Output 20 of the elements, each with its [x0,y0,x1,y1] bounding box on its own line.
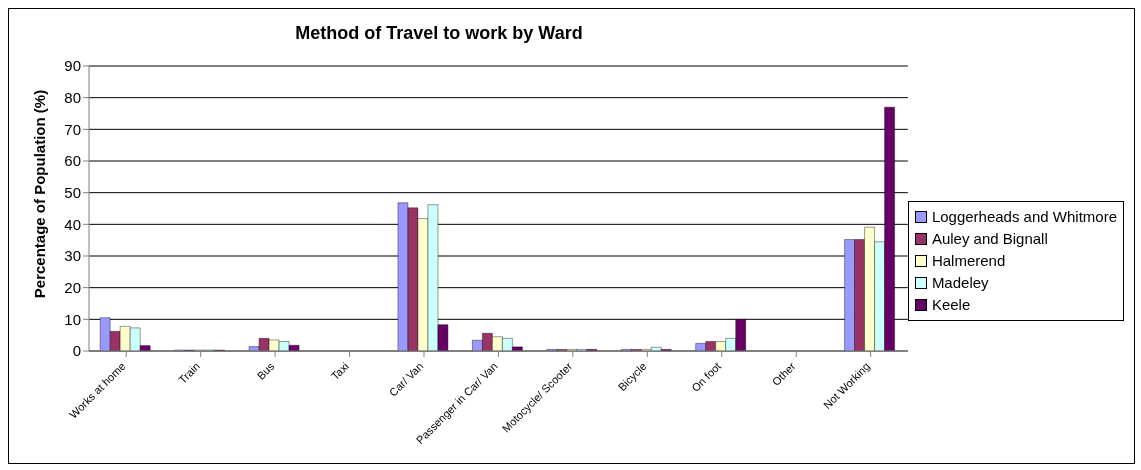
y-tick-label: 0 [72,342,81,360]
y-tick-label: 40 [64,215,81,233]
y-axis-title: Percentage of Population (%) [31,88,48,301]
legend-label: Keele [931,295,971,315]
y-tick-label: 60 [64,152,81,170]
y-tick-label: 80 [64,88,81,106]
legend-label: Auley and Bignall [931,229,1048,249]
legend-label: Madeley [931,273,989,293]
y-tick-label: 70 [64,120,81,138]
y-tick-label: 10 [64,310,81,328]
y-tick-label: 20 [64,278,81,296]
legend-label: Loggerheads and Whitmore [931,207,1117,227]
legend-label: Halmerend [931,251,1006,271]
x-tick-label: Taxi [328,359,351,383]
x-tick-label: Bus [254,359,277,382]
x-tick-label: On foot [689,359,724,394]
y-tick-label: 50 [64,183,81,201]
y-tick-label: 90 [64,57,81,75]
y-tick-label: 30 [64,247,81,265]
chart-title: Method of Travel to work by Ward [294,23,584,44]
